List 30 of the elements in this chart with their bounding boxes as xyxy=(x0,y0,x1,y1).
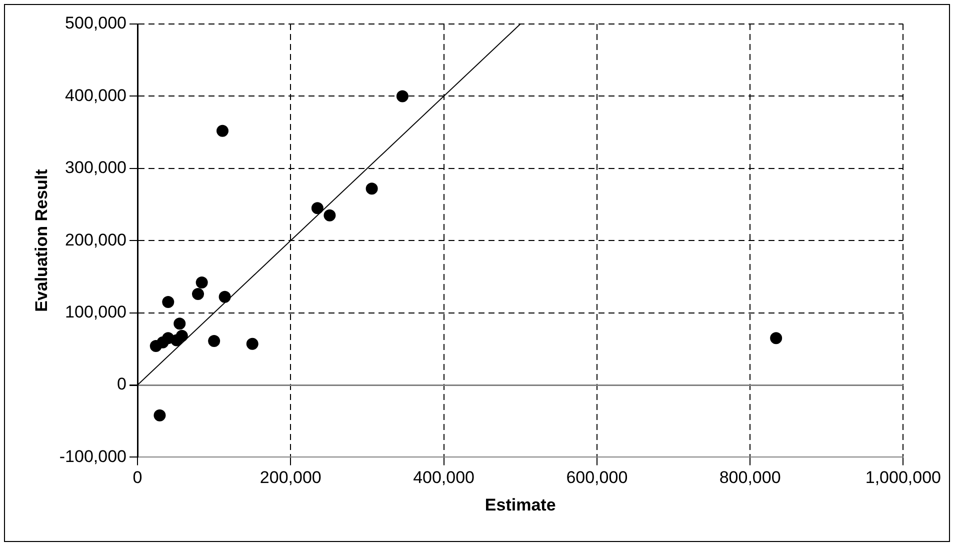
x-tick-label: 0 xyxy=(132,468,142,488)
y-tick-label: 400,000 xyxy=(65,86,127,105)
y-tick-label: 300,000 xyxy=(65,158,127,178)
point xyxy=(150,340,162,352)
y-tick-label: 500,000 xyxy=(65,14,127,33)
point xyxy=(196,276,208,288)
x-tick-label: 600,000 xyxy=(566,468,628,488)
y-tick-label: 200,000 xyxy=(65,230,127,250)
point xyxy=(770,332,782,344)
x-axis-title: Estimate xyxy=(484,495,556,514)
y-axis-title: Evaluation Result xyxy=(32,168,51,312)
point xyxy=(174,318,186,330)
point xyxy=(162,296,174,308)
point xyxy=(208,334,220,347)
point xyxy=(216,124,228,137)
y-tick-label: 100,000 xyxy=(65,302,127,322)
y-tick-label: -100,000 xyxy=(59,446,127,466)
y-tick-label: 0 xyxy=(117,374,127,394)
point xyxy=(218,290,231,303)
point xyxy=(396,90,408,102)
point xyxy=(154,409,166,422)
point xyxy=(366,182,378,195)
point xyxy=(246,338,258,350)
x-tick-label: 200,000 xyxy=(260,468,322,488)
x-tick-label: 800,000 xyxy=(719,468,781,488)
point xyxy=(192,288,204,300)
point xyxy=(324,209,336,222)
point xyxy=(311,202,324,214)
x-tick-label: 400,000 xyxy=(413,468,475,488)
x-tick-label: 1,000,000 xyxy=(865,468,942,488)
